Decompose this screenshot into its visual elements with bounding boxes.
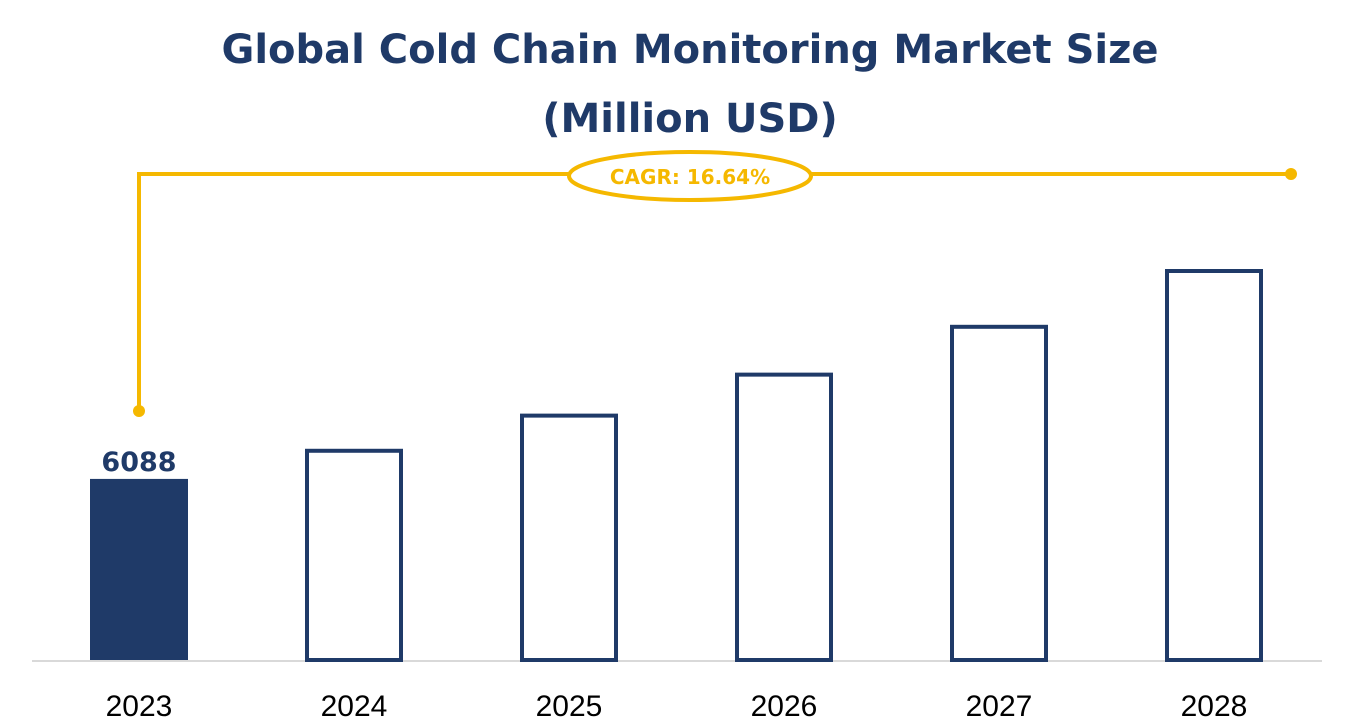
bar-2023 xyxy=(90,478,188,660)
x-tick-2023: 2023 xyxy=(106,690,173,723)
bar-2025 xyxy=(520,413,618,662)
data-labels: 6088 xyxy=(101,447,176,478)
x-tick-2024: 2024 xyxy=(321,690,388,723)
cagr-end-dot xyxy=(1285,168,1297,180)
bar-2024 xyxy=(305,448,403,662)
cagr-annotation: CAGR: 16.64% xyxy=(133,150,1297,417)
chart-title-line-1: Global Cold Chain Monitoring Market Size xyxy=(221,27,1158,73)
x-tick-2027: 2027 xyxy=(966,690,1033,723)
cagr-label-ellipse xyxy=(567,150,813,202)
cagr-label: CAGR: 16.64% xyxy=(610,165,770,189)
x-tick-2025: 2025 xyxy=(536,690,603,723)
x-tick-2026: 2026 xyxy=(751,690,818,723)
chart-title-line-2: (Million USD) xyxy=(542,96,838,142)
cagr-bracket-line xyxy=(137,172,1291,411)
cagr-start-dot xyxy=(133,405,145,417)
bar-2026 xyxy=(735,372,833,662)
x-tick-2028: 2028 xyxy=(1181,690,1248,723)
x-tick-labels: 2023 2024 2025 2026 2027 2028 xyxy=(106,690,1248,723)
bar-2028 xyxy=(1165,269,1263,662)
bars-group xyxy=(90,269,1263,662)
data-label-2023: 6088 xyxy=(101,447,176,478)
bar-2027 xyxy=(950,324,1048,662)
